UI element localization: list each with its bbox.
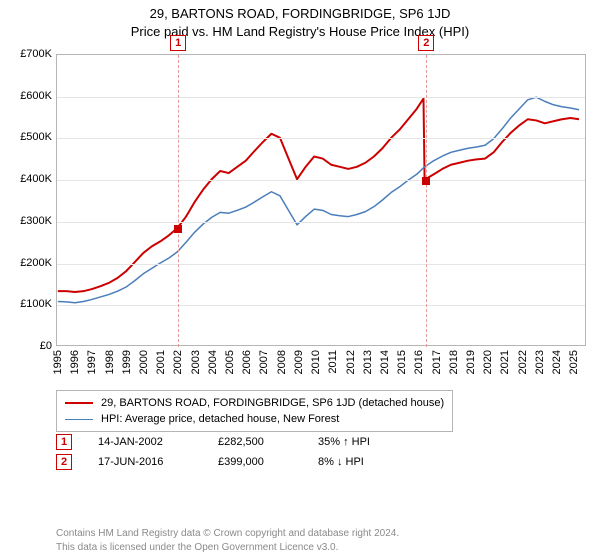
xtick-label: 2025	[568, 350, 580, 374]
line-series-svg	[57, 55, 585, 345]
marker-vline	[178, 55, 179, 347]
sale-hpi: 8% ↓ HPI	[318, 456, 418, 468]
xtick-label: 2013	[362, 350, 374, 374]
sale-price: £399,000	[218, 456, 318, 468]
xtick-label: 1996	[69, 350, 81, 374]
xtick-label: 2012	[345, 350, 357, 374]
xtick-label: 2016	[413, 350, 425, 374]
ytick-label: £700K	[2, 48, 52, 60]
gridline	[57, 264, 585, 265]
chart-wrap: £0 £100K £200K £300K £400K £500K £600K £700K 12…	[0, 48, 600, 380]
marker-dot	[174, 225, 182, 233]
legend-row: 29, BARTONS ROAD, FORDINGBRIDGE, SP6 1JD…	[65, 395, 444, 411]
sale-index-box: 2	[56, 454, 72, 470]
marker-box: 1	[170, 35, 186, 51]
xtick-label: 2007	[258, 350, 270, 374]
xtick-label: 2004	[207, 350, 219, 374]
ytick-label: £200K	[2, 257, 52, 269]
xtick-label: 2001	[155, 350, 167, 374]
marker-vline	[426, 55, 427, 347]
footer-line2: This data is licensed under the Open Gov…	[56, 541, 399, 555]
legend-label: 29, BARTONS ROAD, FORDINGBRIDGE, SP6 1JD…	[101, 397, 444, 409]
marker-dot	[422, 177, 430, 185]
chart-container: 29, BARTONS ROAD, FORDINGBRIDGE, SP6 1JD…	[0, 0, 600, 560]
xtick-label: 2021	[499, 350, 511, 374]
gridline	[57, 97, 585, 98]
series-hpi	[58, 97, 579, 303]
legend-row: HPI: Average price, detached house, New …	[65, 411, 444, 427]
xtick-label: 2003	[190, 350, 202, 374]
xtick-label: 1998	[104, 350, 116, 374]
xtick-label: 2022	[517, 350, 529, 374]
xtick-label: 2008	[276, 350, 288, 374]
sale-row: 2 17-JUN-2016£399,0008% ↓ HPI	[56, 452, 418, 472]
legend-swatch	[65, 402, 93, 404]
xtick-label: 2009	[293, 350, 305, 374]
sale-date: 14-JAN-2002	[98, 436, 218, 448]
xtick-label: 2010	[310, 350, 322, 374]
ytick-label: £300K	[2, 215, 52, 227]
xtick-label: 2015	[396, 350, 408, 374]
xtick-label: 2017	[431, 350, 443, 374]
xtick-label: 2000	[138, 350, 150, 374]
xtick-label: 2005	[224, 350, 236, 374]
legend: 29, BARTONS ROAD, FORDINGBRIDGE, SP6 1JD…	[56, 390, 453, 432]
xtick-label: 2006	[241, 350, 253, 374]
ytick-label: £0	[2, 340, 52, 352]
sale-date: 17-JUN-2016	[98, 456, 218, 468]
xtick-label: 2011	[327, 350, 339, 374]
title-block: 29, BARTONS ROAD, FORDINGBRIDGE, SP6 1JD…	[0, 0, 600, 39]
legend-label: HPI: Average price, detached house, New …	[101, 413, 339, 425]
chart-title-line2: Price paid vs. HM Land Registry's House …	[0, 24, 600, 39]
gridline	[57, 180, 585, 181]
chart-title-line1: 29, BARTONS ROAD, FORDINGBRIDGE, SP6 1JD	[0, 6, 600, 21]
gridline	[57, 305, 585, 306]
sale-row: 1 14-JAN-2002£282,50035% ↑ HPI	[56, 432, 418, 452]
footer: Contains HM Land Registry data © Crown c…	[56, 527, 399, 554]
plot-area: 12	[56, 54, 586, 346]
marker-box: 2	[418, 35, 434, 51]
sales-table: 1 14-JAN-2002£282,50035% ↑ HPI 2 17-JUN-201…	[56, 432, 418, 472]
xtick-label: 1999	[121, 350, 133, 374]
xtick-label: 2020	[482, 350, 494, 374]
xtick-label: 1997	[86, 350, 98, 374]
xtick-label: 2019	[465, 350, 477, 374]
sale-hpi: 35% ↑ HPI	[318, 436, 418, 448]
legend-swatch	[65, 419, 93, 420]
xtick-label: 2002	[172, 350, 184, 374]
xtick-label: 2014	[379, 350, 391, 374]
xtick-label: 2023	[534, 350, 546, 374]
ytick-label: £400K	[2, 173, 52, 185]
sale-index-box: 1	[56, 434, 72, 450]
ytick-label: £500K	[2, 131, 52, 143]
gridline	[57, 138, 585, 139]
footer-line1: Contains HM Land Registry data © Crown c…	[56, 527, 399, 541]
ytick-label: £100K	[2, 298, 52, 310]
sale-price: £282,500	[218, 436, 318, 448]
xtick-label: 2024	[551, 350, 563, 374]
ytick-label: £600K	[2, 90, 52, 102]
gridline	[57, 222, 585, 223]
xtick-label: 1995	[52, 350, 64, 374]
xtick-label: 2018	[448, 350, 460, 374]
